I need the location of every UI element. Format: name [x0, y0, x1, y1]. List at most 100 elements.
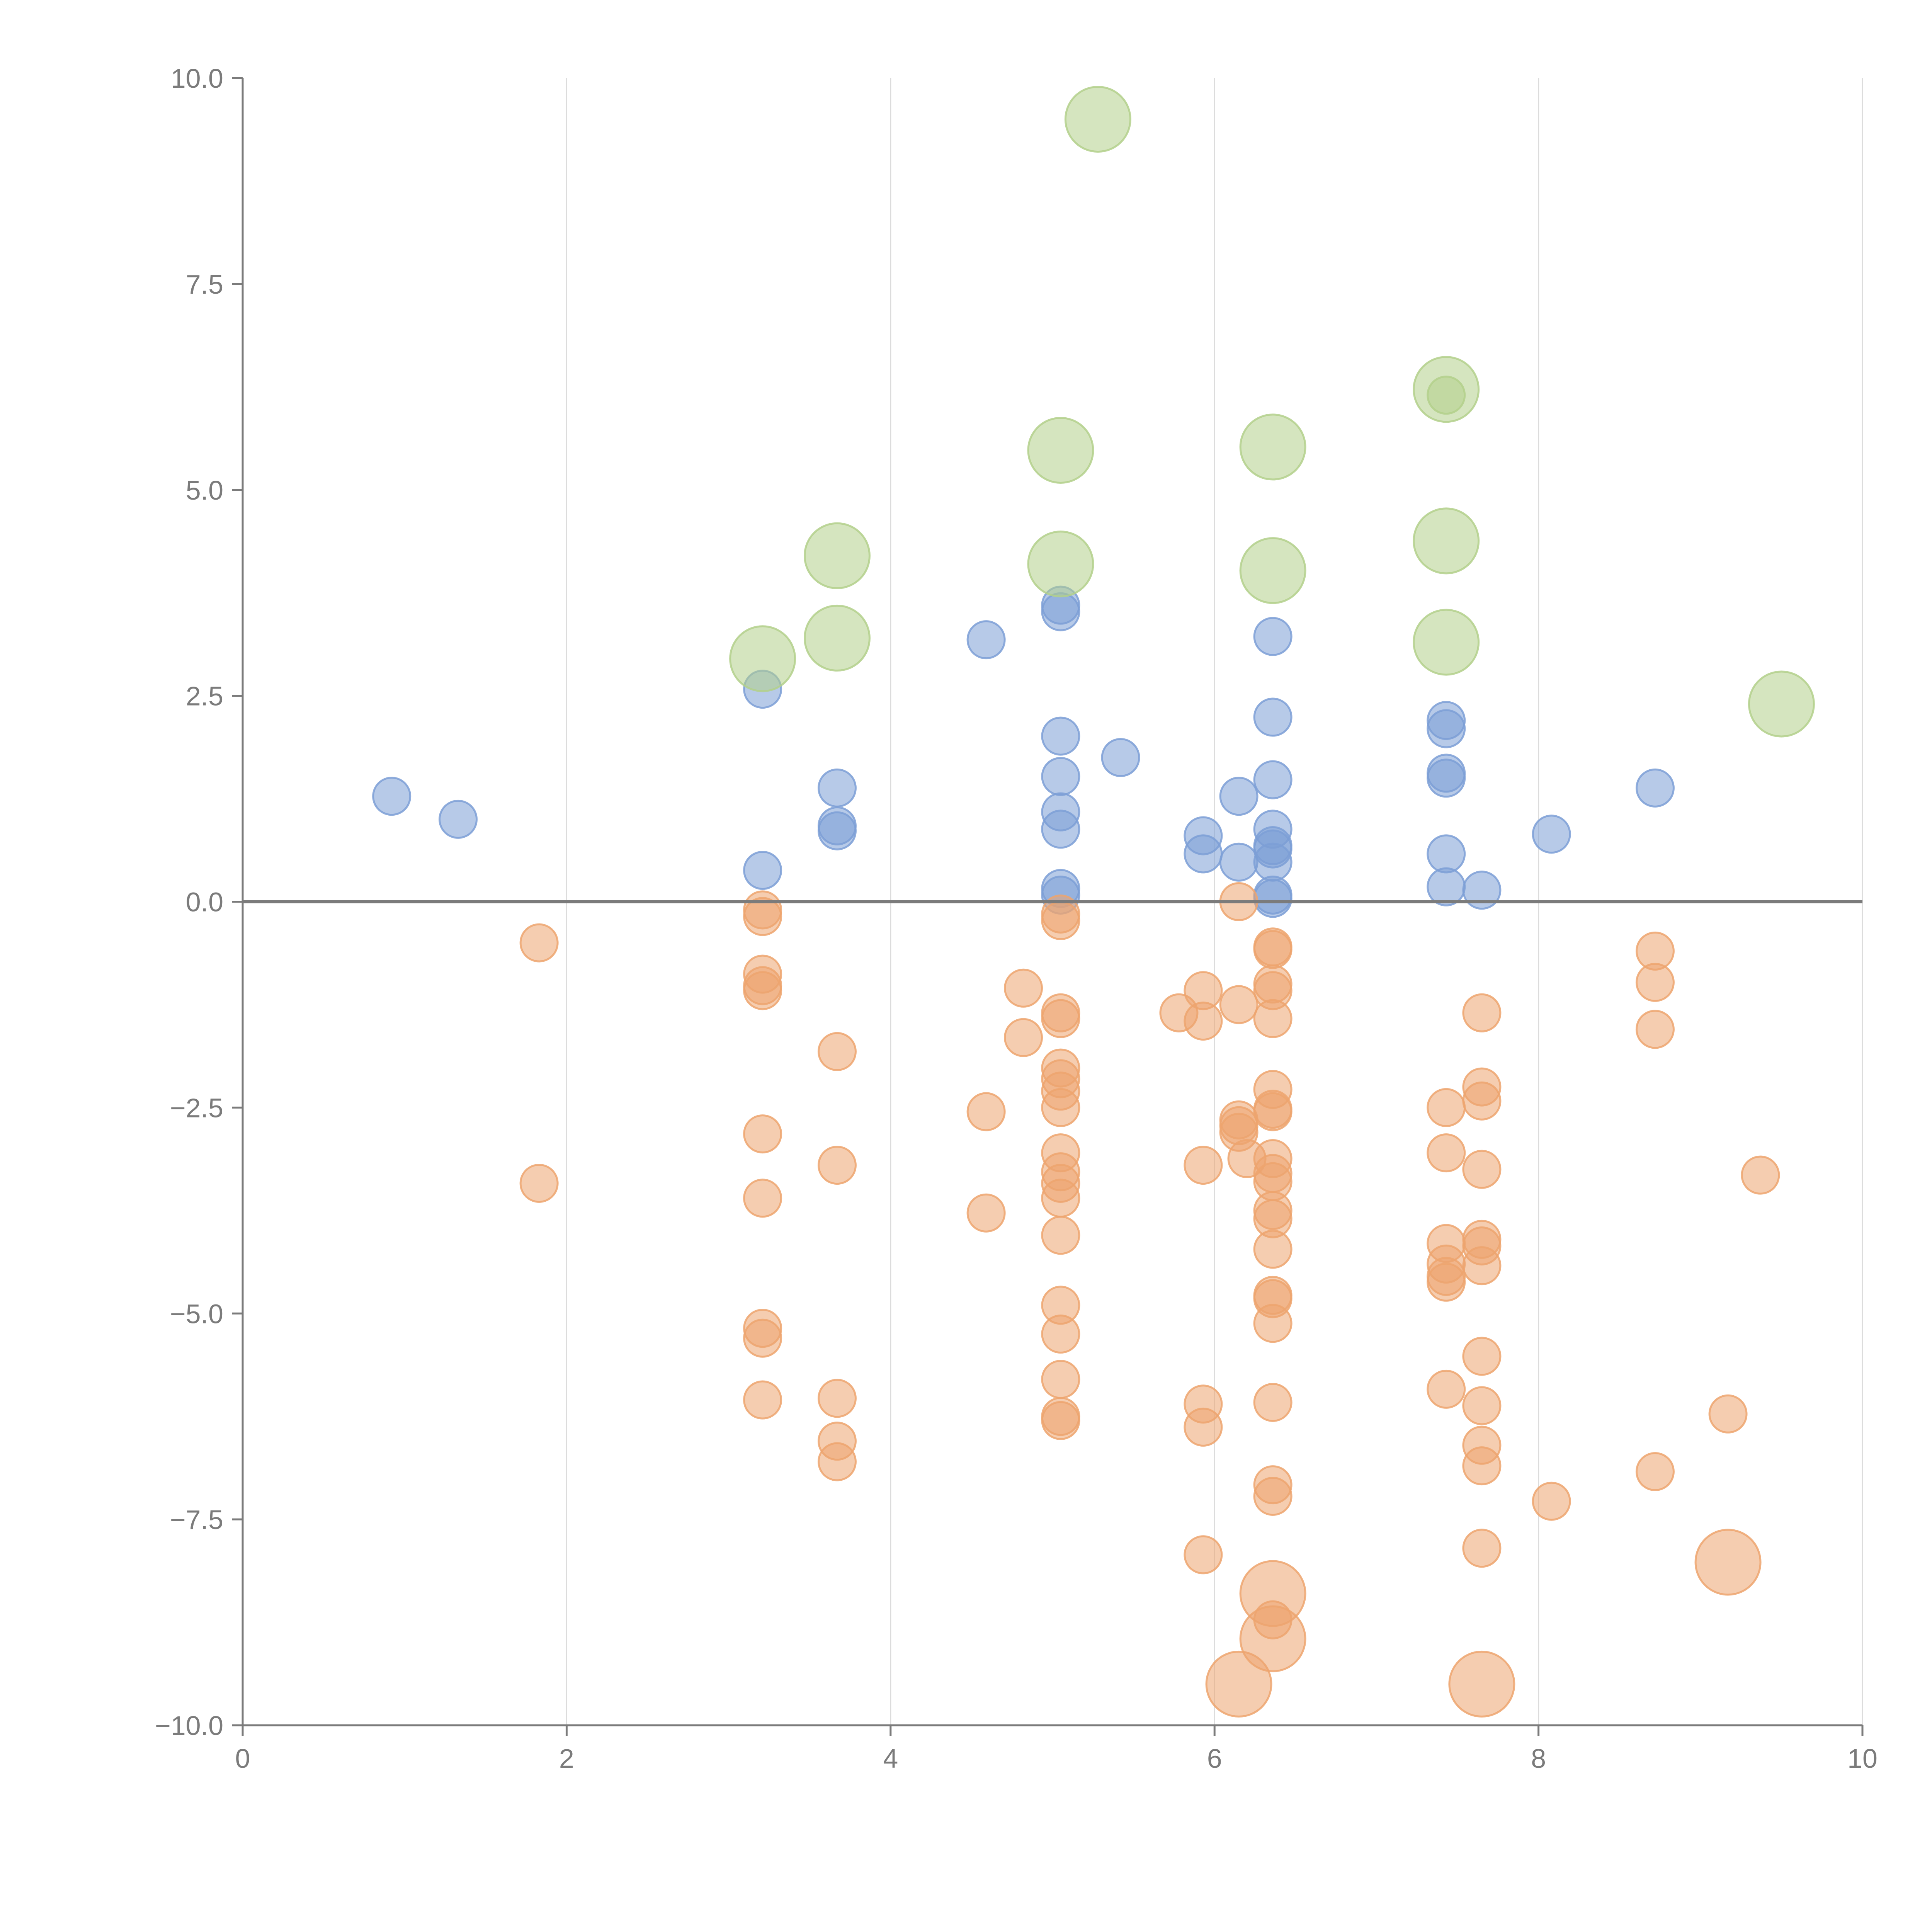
point-negative-6 [743, 971, 782, 1010]
point-negative-19 [1004, 968, 1043, 1008]
point-negative-88 [1462, 1386, 1502, 1425]
point-green-small-0 [1427, 376, 1466, 415]
point-negative-59 [1253, 1092, 1293, 1131]
x-tick-label: 2 [559, 1743, 574, 1774]
point-negative-68 [1253, 1304, 1293, 1343]
point-large-negative-0 [1205, 1650, 1272, 1718]
point-large-positive-3 [1027, 531, 1094, 598]
point-negative-7 [743, 1114, 782, 1154]
point-positive-9 [1041, 592, 1080, 631]
point-negative-73 [1427, 1088, 1466, 1127]
data-points [243, 86, 1862, 1718]
point-negative-94 [1635, 963, 1675, 1002]
point-negative-22 [1041, 901, 1080, 940]
point-positive-22 [1253, 697, 1293, 737]
point-positive-10 [1041, 716, 1080, 756]
point-large-positive-1 [803, 604, 871, 672]
point-positive-34 [1427, 834, 1466, 874]
point-negative-74 [1427, 1133, 1466, 1173]
point-positive-7 [966, 620, 1006, 660]
point-negative-83 [1462, 1150, 1502, 1189]
point-negative-71 [1253, 1476, 1293, 1516]
point-negative-18 [966, 1193, 1006, 1233]
point-positive-35 [1427, 867, 1466, 906]
point-positive-37 [1532, 815, 1571, 854]
point-negative-45 [1184, 1535, 1223, 1575]
point-positive-18 [1184, 834, 1223, 874]
point-negative-78 [1427, 1262, 1466, 1302]
point-negative-14 [817, 1379, 857, 1418]
point-negative-79 [1427, 1369, 1466, 1409]
point-positive-38 [1635, 768, 1675, 808]
point-negative-42 [1184, 1146, 1223, 1185]
point-large-positive-8 [1413, 609, 1480, 676]
y-tick-label: 2.5 [186, 681, 223, 711]
point-large-negative-3 [1448, 1650, 1515, 1718]
point-positive-19 [1219, 777, 1259, 816]
point-negative-65 [1253, 1230, 1293, 1269]
y-tick-label: −7.5 [170, 1505, 223, 1535]
x-tick-label: 10 [1847, 1743, 1878, 1774]
point-negative-91 [1462, 1529, 1502, 1568]
point-negative-41 [1184, 1002, 1223, 1041]
point-large-positive-7 [1239, 413, 1306, 481]
point-negative-0 [519, 923, 559, 963]
point-negative-44 [1184, 1407, 1223, 1447]
point-positive-11 [1041, 757, 1080, 796]
point-negative-35 [1041, 1315, 1080, 1354]
point-negative-90 [1462, 1446, 1502, 1486]
point-negative-82 [1462, 1081, 1502, 1121]
point-positive-23 [1253, 760, 1293, 799]
point-negative-96 [1635, 1452, 1675, 1491]
y-tick-label: −2.5 [170, 1093, 223, 1123]
point-negative-80 [1462, 993, 1502, 1032]
point-negative-13 [817, 1146, 857, 1185]
y-tick-label: −10.0 [155, 1711, 223, 1741]
point-large-positive-2 [803, 522, 871, 589]
tick-labels: −10.0 −7.5 −5.0 −2.5 0.0 2.5 5.0 7.5 10.0 0 2 4 6 8 10 [155, 63, 1878, 1774]
x-tick-label: 6 [1207, 1743, 1222, 1774]
point-negative-86 [1462, 1246, 1502, 1286]
y-tick-label: 5.0 [186, 475, 223, 505]
point-negative-87 [1462, 1337, 1502, 1376]
y-tick-label: 10.0 [171, 63, 223, 94]
y-tick-label: 7.5 [186, 269, 223, 299]
x-tick-label: 4 [883, 1743, 898, 1774]
point-positive-31 [1427, 709, 1466, 748]
point-positive-16 [1101, 738, 1140, 777]
point-negative-20 [1004, 1018, 1043, 1057]
point-negative-32 [1041, 1179, 1080, 1218]
point-negative-10 [743, 1318, 782, 1358]
point-large-positive-11 [1748, 670, 1815, 738]
point-positive-1 [439, 799, 478, 839]
point-negative-3 [743, 897, 782, 936]
point-large-positive-9 [1413, 507, 1480, 575]
point-positive-13 [1041, 810, 1080, 849]
point-large-negative-4 [1694, 1529, 1762, 1596]
point-large-positive-0 [729, 625, 796, 692]
x-tick-label: 8 [1531, 1743, 1546, 1774]
point-negative-28 [1041, 1088, 1080, 1127]
point-large-negative-2 [1239, 1605, 1306, 1672]
point-negative-38 [1041, 1401, 1080, 1440]
point-negative-33 [1041, 1216, 1080, 1255]
point-large-positive-6 [1239, 537, 1306, 604]
point-negative-17 [966, 1092, 1006, 1131]
point-negative-69 [1253, 1383, 1293, 1422]
point-positive-21 [1253, 617, 1293, 656]
point-negative-53 [1253, 930, 1293, 969]
y-tick-label: −5.0 [170, 1299, 223, 1329]
point-negative-8 [743, 1179, 782, 1218]
point-positive-36 [1462, 871, 1502, 910]
point-positive-4 [817, 768, 857, 808]
point-positive-3 [743, 851, 782, 890]
point-large-positive-4 [1027, 417, 1094, 484]
point-negative-47 [1219, 985, 1259, 1024]
point-positive-0 [372, 777, 412, 816]
point-negative-24 [1041, 999, 1080, 1038]
x-tick-label: 0 [235, 1743, 250, 1774]
y-tick-label: 0.0 [186, 887, 223, 917]
point-negative-92 [1532, 1481, 1571, 1521]
point-large-positive-5 [1064, 86, 1131, 153]
